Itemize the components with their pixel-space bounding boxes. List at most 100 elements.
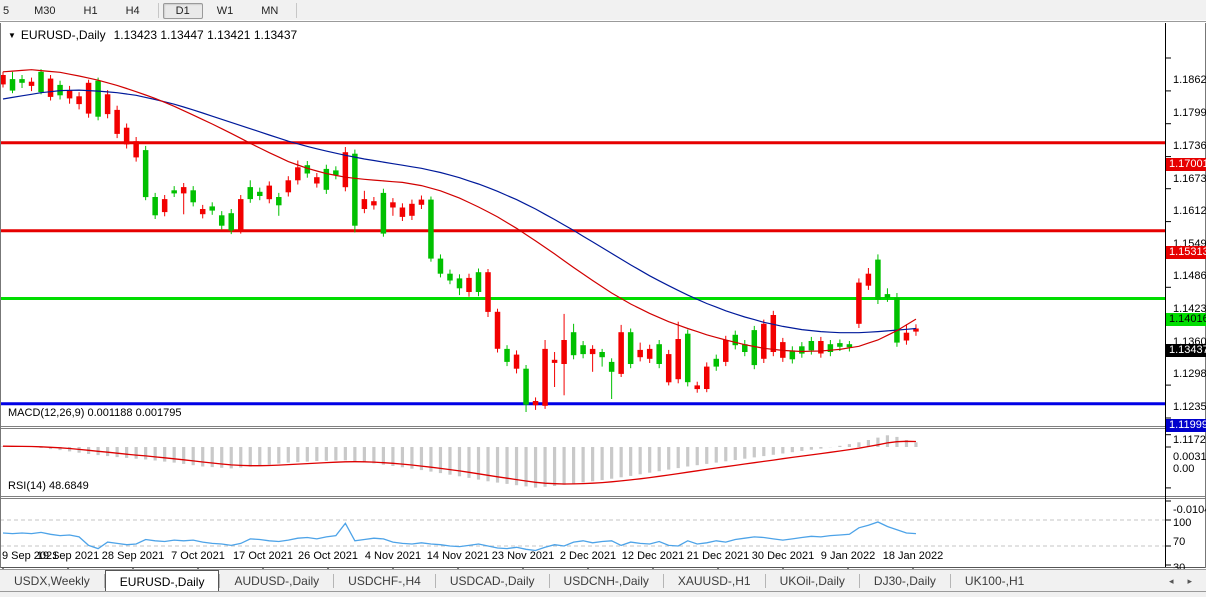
- price-tick-label: 1.14230: [1173, 303, 1206, 316]
- chart-tab-usdcnh-daily[interactable]: USDCNH-,Daily: [563, 574, 649, 588]
- bar-low-value: 1.13421: [207, 28, 251, 42]
- candle-body: [123, 127, 130, 145]
- tab-separator: [434, 574, 436, 588]
- candle-body: [818, 341, 824, 354]
- candle-body: [485, 272, 491, 312]
- candle-body: [418, 199, 425, 205]
- candle-body: [38, 71, 44, 93]
- candle-body: [665, 354, 672, 383]
- price-badge: 1.11999: [1166, 418, 1206, 432]
- chart-canvas[interactable]: [0, 22, 1206, 569]
- timeframe-button-h1[interactable]: H1: [83, 4, 98, 17]
- candle-body: [390, 202, 396, 208]
- candle-body: [66, 90, 73, 99]
- price-tick-label: 1.17365: [1173, 139, 1206, 152]
- candle-body: [713, 358, 719, 367]
- date-label: 12 Dec 2021: [621, 550, 685, 562]
- chart-tab-bar: USDX,Weekly EURUSD-,Daily AUDUSD-,Daily USD…: [0, 569, 1206, 592]
- candle-body: [304, 165, 311, 174]
- candle-body: [0, 75, 6, 85]
- chart-tab-audusd-daily[interactable]: AUDUSD-,Daily: [234, 574, 320, 588]
- candle-body: [703, 366, 710, 389]
- rsi-tick-label: 70: [1173, 536, 1186, 548]
- price-tick-label: 1.18625: [1173, 74, 1206, 86]
- chart-tab-usdcad-daily[interactable]: USDCAD-,Daily: [449, 574, 535, 588]
- chart-tab-usdchf-h4[interactable]: USDCHF-,H4: [348, 574, 421, 588]
- tab-separator: [858, 574, 860, 588]
- chart-tab-uk100-h1[interactable]: UK100-,H1: [964, 574, 1025, 588]
- timeframe-button-5[interactable]: 5: [3, 4, 10, 17]
- candle-body: [437, 258, 444, 274]
- candle-body: [570, 332, 577, 356]
- candle-body: [218, 215, 225, 226]
- toolbar-separator: [296, 3, 298, 18]
- candle-body: [589, 348, 596, 355]
- chart-tab-dj30-daily[interactable]: DJ30-,Daily: [873, 574, 936, 588]
- date-label: 19 Sep 2021: [36, 550, 100, 562]
- timeframe-button-w1[interactable]: W1: [216, 4, 234, 17]
- date-label: 28 Sep 2021: [101, 550, 165, 562]
- candle-body: [732, 334, 739, 346]
- candle-body: [399, 207, 406, 217]
- timeframe-toolbar: 5 M30 H1 H4 D1 W1 MN: [0, 0, 1206, 22]
- tab-separator: [103, 574, 105, 588]
- chart-tab-xauusd-h1[interactable]: XAUUSD-,H1: [677, 574, 751, 588]
- ma-slow-line: [2, 89, 917, 334]
- timeframe-button-d1[interactable]: D1: [162, 2, 203, 19]
- price-tick-label: 1.16120: [1173, 204, 1206, 217]
- chart-tab-usdx-weekly[interactable]: USDX,Weekly: [14, 574, 90, 588]
- tabs-scroll-arrows: ◂ ▸: [1169, 570, 1206, 592]
- date-label: 2 Dec 2021: [559, 550, 617, 562]
- chart-dropdown-caret-icon[interactable]: ▼: [8, 31, 16, 40]
- candle-body: [276, 197, 282, 206]
- candle-body: [856, 282, 862, 324]
- candle-body: [380, 192, 387, 234]
- candle-body: [371, 201, 377, 206]
- candle-body: [618, 332, 624, 374]
- candle-body: [104, 94, 111, 115]
- macd-tick-label: -0.01043: [1173, 503, 1206, 516]
- candle-body: [295, 167, 301, 181]
- date-label: 4 Nov 2021: [364, 550, 422, 562]
- date-label: 14 Nov 2021: [426, 550, 490, 562]
- candle-body: [238, 199, 244, 231]
- candle-body: [85, 82, 92, 114]
- candle-body: [47, 78, 54, 97]
- rsi-line: [2, 521, 917, 552]
- chart-window[interactable]: ▼ EURUSD-,Daily 1.13423 1.13447 1.13421 1.…: [0, 22, 1206, 593]
- candle-body: [342, 152, 349, 188]
- timeframe-button-mn[interactable]: MN: [261, 4, 279, 17]
- candle-body: [646, 348, 653, 359]
- tabs-scroll-right-icon[interactable]: ▸: [1187, 575, 1192, 586]
- date-label: 21 Dec 2021: [686, 550, 750, 562]
- price-badge: 1.13437: [1166, 343, 1206, 357]
- candle-body: [314, 177, 320, 184]
- chart-tab-eurusd-daily[interactable]: EURUSD-,Daily: [104, 570, 220, 592]
- bar-close-value: 1.13437: [253, 28, 298, 42]
- tabs-scroll-left-icon[interactable]: ◂: [1168, 575, 1174, 586]
- candle-body: [561, 340, 567, 364]
- candle-body: [466, 277, 472, 292]
- date-label: 9 Sep 2021: [2, 550, 59, 562]
- candle-body: [142, 150, 149, 198]
- candle-body: [827, 344, 834, 352]
- tab-separator: [219, 574, 221, 588]
- timeframe-button-h4[interactable]: H4: [125, 4, 140, 17]
- candle-body: [846, 344, 853, 348]
- timeframe-button-m30[interactable]: M30: [34, 4, 56, 17]
- candle-body: [599, 352, 605, 358]
- candle-body: [504, 348, 510, 362]
- macd-tick-label: 0.00: [1173, 463, 1195, 475]
- ma-fast-line: [2, 69, 917, 353]
- candle-body: [751, 330, 758, 366]
- chart-tab-ukoil-daily[interactable]: UKOil-,Daily: [779, 574, 845, 588]
- candle-body: [656, 344, 662, 364]
- price-tick-label: 1.12985: [1173, 368, 1206, 381]
- toolbar-separator: [157, 3, 159, 18]
- candle-body: [171, 190, 177, 194]
- candle-body: [865, 273, 872, 286]
- price-badge: 1.14016: [1166, 313, 1206, 327]
- candle-body: [152, 197, 158, 216]
- candle-body: [76, 96, 82, 105]
- candle-body: [19, 79, 25, 83]
